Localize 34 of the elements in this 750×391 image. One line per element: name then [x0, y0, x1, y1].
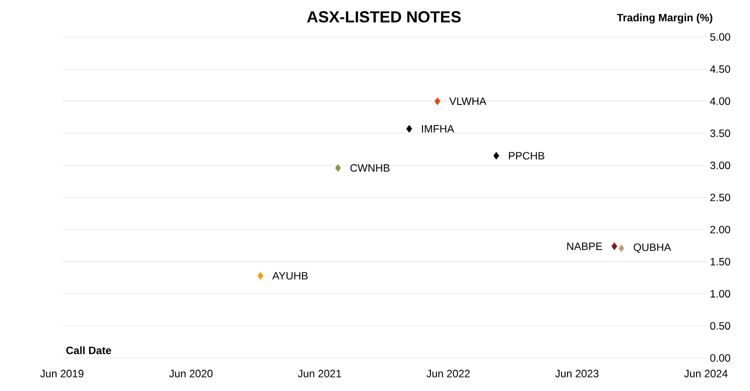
series-label: QUBHA: [634, 243, 672, 253]
series-label: VLWHA: [449, 98, 486, 105]
y-tick-label: 3.00: [710, 162, 730, 170]
point: [406, 125, 412, 133]
x-tick-label: Jun 2020: [169, 370, 213, 378]
point: [493, 152, 500, 160]
y-tick-label: 0.00: [710, 354, 730, 362]
x-tick-label: Jun 2019: [40, 370, 84, 378]
series-label: AYUHB: [272, 272, 308, 280]
x-tick-label: Jun 2023: [555, 370, 598, 378]
y-tick-label: 4.50: [710, 65, 730, 73]
point: [258, 272, 264, 280]
point: [335, 164, 341, 172]
x-tick-label: Jun 2024: [684, 370, 728, 378]
point: [618, 244, 624, 252]
y-tick-label: 5.00: [710, 33, 730, 41]
series-label: IMFHA: [422, 125, 454, 132]
x-tick-label: Jun 2021: [298, 370, 342, 378]
y-tick-label: 2.50: [710, 194, 730, 202]
x-tick-label: Jun 2022: [426, 370, 470, 378]
point: [611, 242, 618, 250]
point: [434, 97, 440, 105]
y-tick-label: 1.50: [710, 258, 730, 266]
y-tick-label: 2.00: [710, 226, 730, 234]
y-axis-title: Trading Margin (%): [616, 14, 712, 24]
y-tick-label: 4.00: [710, 97, 730, 105]
series-label: NABPE: [567, 242, 602, 250]
x-axis-title: Call Date: [66, 346, 112, 354]
y-tick-label: 1.00: [710, 290, 730, 298]
y-tick-label: 3.50: [710, 130, 730, 138]
chart-title: ASX-LISTED NOTES: [307, 11, 461, 22]
y-tick-label: 0.50: [710, 322, 730, 330]
series-label: PPCHB: [508, 152, 544, 160]
series-label: CWNHB: [350, 164, 390, 172]
